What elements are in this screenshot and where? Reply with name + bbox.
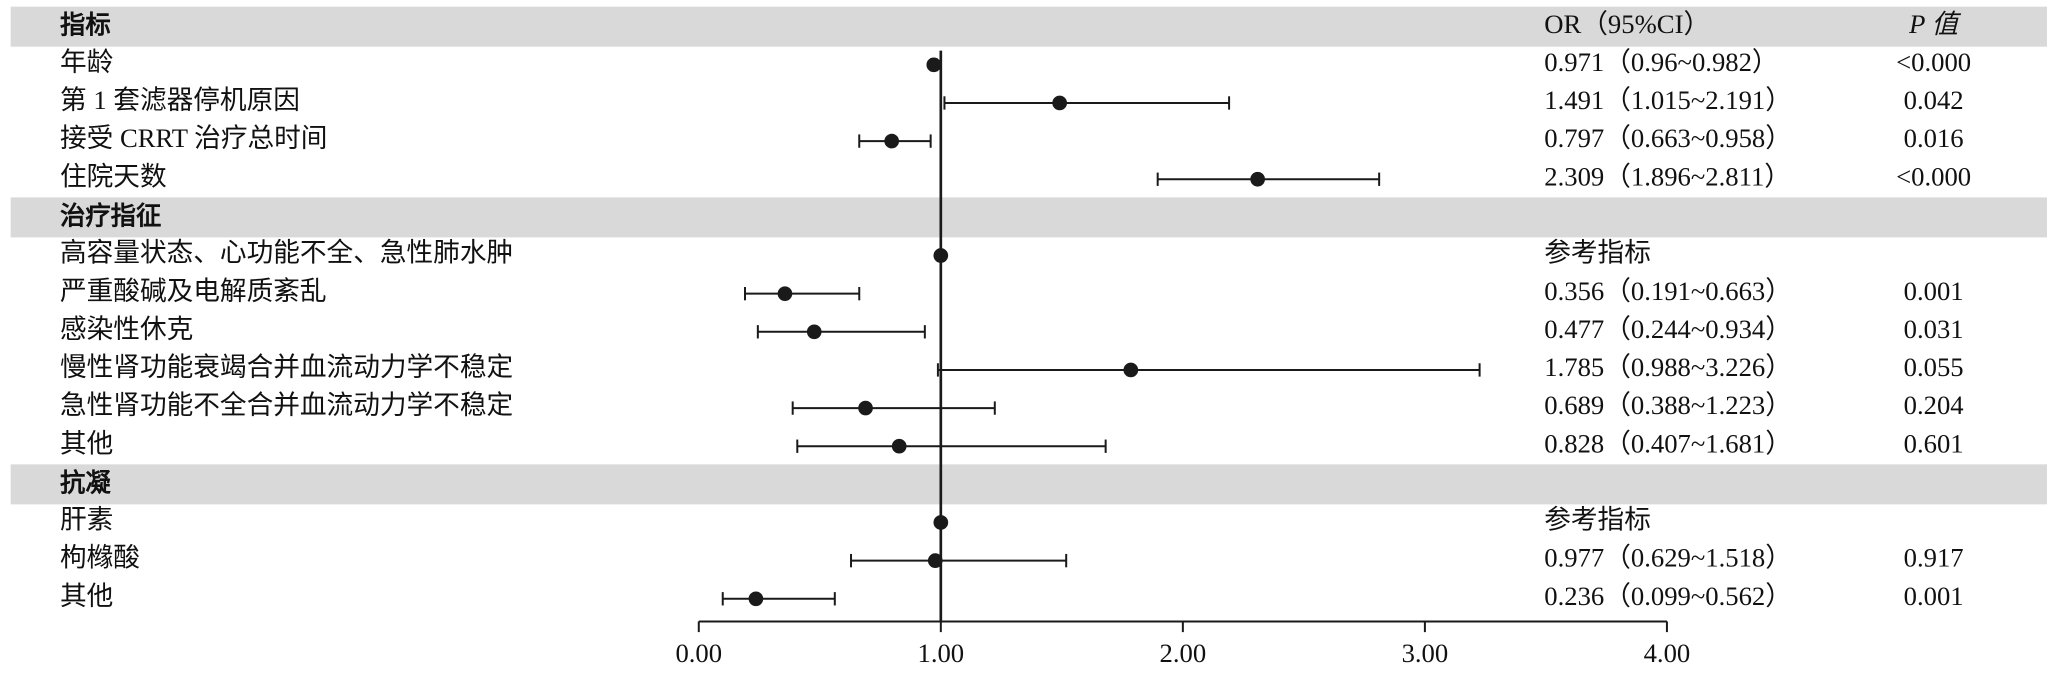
or-label: 2.309（1.896~2.811）: [1544, 161, 1791, 191]
row-label: 高容量状态、心功能不全、急性肺水肿: [60, 238, 513, 268]
p-label: 0.042: [1904, 85, 1964, 115]
header-or: OR（95%CI）: [1544, 9, 1710, 39]
x-tick-label: 2.00: [1160, 638, 1207, 668]
or-label: 0.356（0.191~0.663）: [1544, 276, 1792, 306]
or-point: [1123, 362, 1139, 378]
row-label: 接受 CRRT 治疗总时间: [60, 123, 327, 153]
or-point: [926, 57, 942, 73]
or-label: 1.491（1.015~2.191）: [1544, 85, 1792, 115]
x-tick-label: 4.00: [1644, 638, 1691, 668]
p-label: 0.001: [1904, 276, 1964, 306]
or-label: 0.971（0.96~0.982）: [1544, 47, 1778, 77]
row-label: 肝素: [60, 505, 113, 535]
or-label: 0.689（0.388~1.223）: [1544, 390, 1792, 420]
row-label: 严重酸碱及电解质紊乱: [60, 276, 327, 306]
header-label: 指标: [60, 10, 111, 40]
row-label: 第 1 套滤器停机原因: [60, 85, 300, 115]
or-label: 参考指标: [1544, 505, 1651, 535]
or-label: 1.785（0.988~3.226）: [1544, 352, 1792, 382]
or-point: [777, 286, 793, 301]
or-point: [858, 400, 873, 416]
p-label: 0.016: [1904, 123, 1964, 153]
x-tick-label: 1.00: [917, 638, 964, 668]
p-label: 0.031: [1904, 314, 1964, 344]
row-label: 慢性肾功能衰竭合并血流动力学不稳定: [60, 352, 513, 382]
or-point: [1052, 95, 1067, 111]
or-label: 0.977（0.629~1.518）: [1544, 543, 1792, 573]
row-label: 感染性休克: [60, 314, 193, 344]
row-label: 枸橼酸: [60, 543, 140, 573]
or-point: [748, 591, 764, 607]
p-label: 0.001: [1904, 581, 1964, 611]
or-point: [806, 324, 822, 340]
p-label: 0.917: [1904, 543, 1964, 573]
or-label: 0.828（0.407~1.681）: [1544, 428, 1792, 458]
x-tick-label: 3.00: [1402, 638, 1449, 668]
or-point: [927, 553, 943, 568]
p-label: 0.055: [1904, 352, 1964, 382]
group-label: 抗凝: [60, 467, 111, 497]
or-label: 0.236（0.099~0.562）: [1544, 581, 1792, 611]
p-label: 0.204: [1904, 390, 1964, 420]
or-point: [884, 133, 900, 149]
p-label: <0.000: [1896, 47, 1971, 77]
p-label: 0.601: [1904, 428, 1964, 458]
row-label: 其他: [60, 428, 113, 458]
or-label: 0.797（0.663~0.958）: [1544, 123, 1792, 153]
group-band: [10, 464, 2047, 505]
row-label: 其他: [60, 581, 113, 611]
x-tick-label: 0.00: [675, 638, 722, 668]
p-label: <0.000: [1896, 161, 1971, 191]
row-label: 急性肾功能不全合并血流动力学不稳定: [60, 390, 513, 420]
or-point: [1250, 171, 1265, 187]
row-label: 年龄: [60, 47, 113, 77]
or-label: 0.477（0.244~0.934）: [1544, 314, 1792, 344]
header-band: [10, 6, 2047, 47]
or-label: 参考指标: [1544, 238, 1651, 268]
group-label: 治疗指征: [60, 200, 161, 230]
row-label: 住院天数: [60, 161, 167, 191]
group-band: [10, 197, 2047, 238]
header-p: P 值: [1908, 9, 1961, 39]
or-point: [891, 438, 907, 454]
